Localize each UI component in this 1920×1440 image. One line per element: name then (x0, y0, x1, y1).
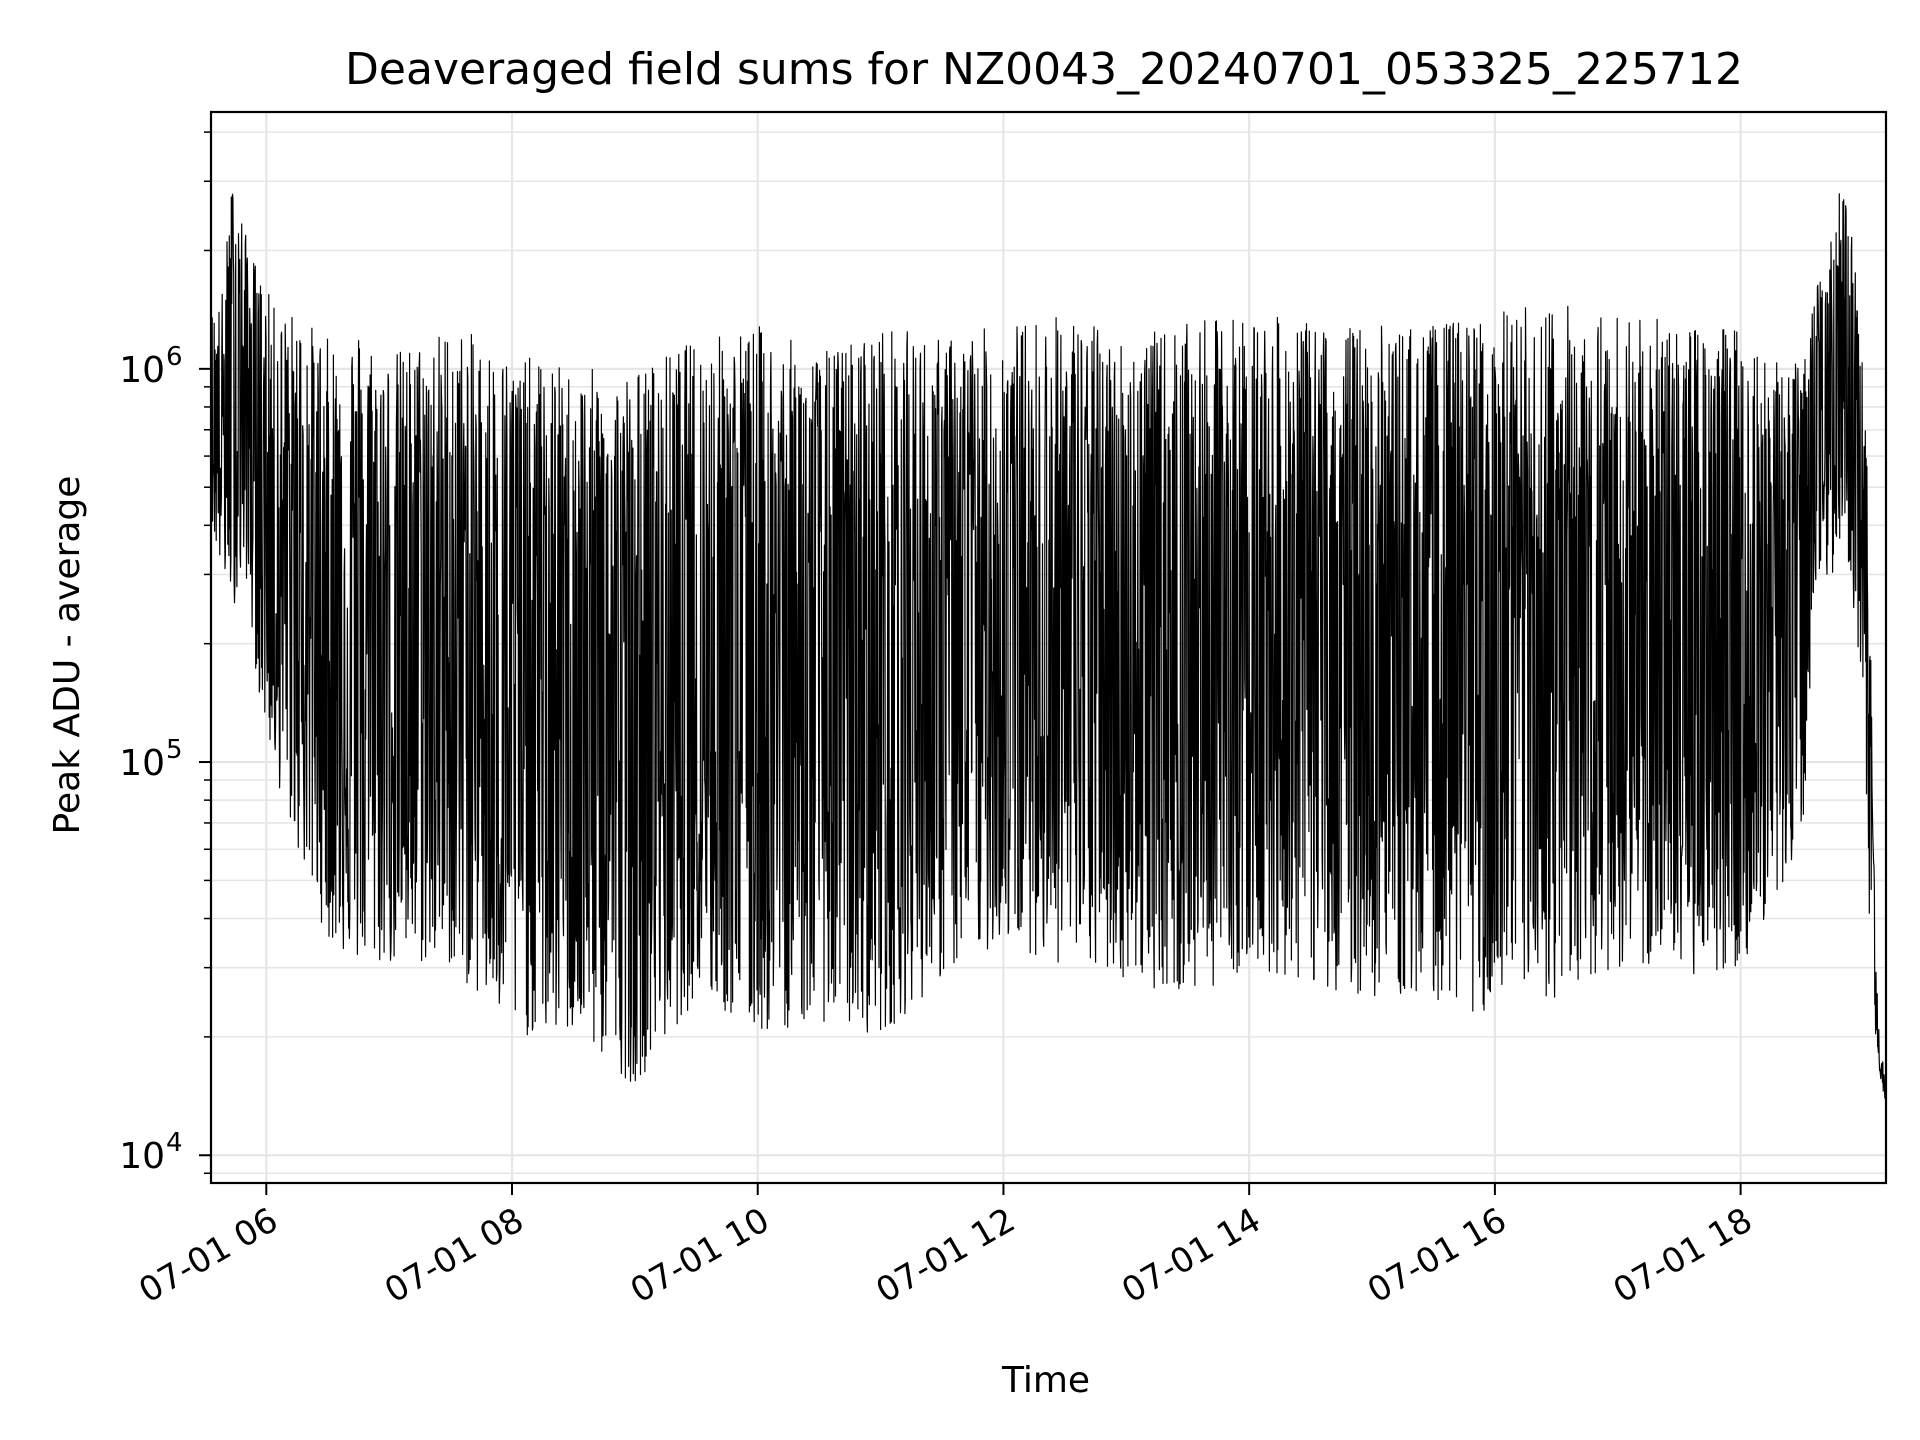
y-tick-exponent: 6 (166, 342, 183, 372)
x-axis-label: Time (1001, 1360, 1090, 1401)
chart-title: Deaveraged field sums for NZ0043_2024070… (345, 44, 1743, 95)
series-line (211, 193, 1886, 1102)
y-tick-base: 10 (119, 743, 165, 784)
y-tick-exponent: 5 (166, 735, 183, 765)
plot-frame (209, 110, 1888, 1185)
y-tick-label: 10 (119, 1136, 165, 1177)
y-axis-label: Peak ADU - average (47, 476, 88, 835)
y-tick-exponent: 4 (166, 1128, 183, 1158)
plot-area (211, 193, 1886, 1102)
y-tick-label: 10 (119, 743, 165, 784)
y-tick-label: 10 (119, 350, 165, 391)
y-tick-base: 10 (119, 350, 165, 391)
y-tick-base: 10 (119, 1136, 165, 1177)
